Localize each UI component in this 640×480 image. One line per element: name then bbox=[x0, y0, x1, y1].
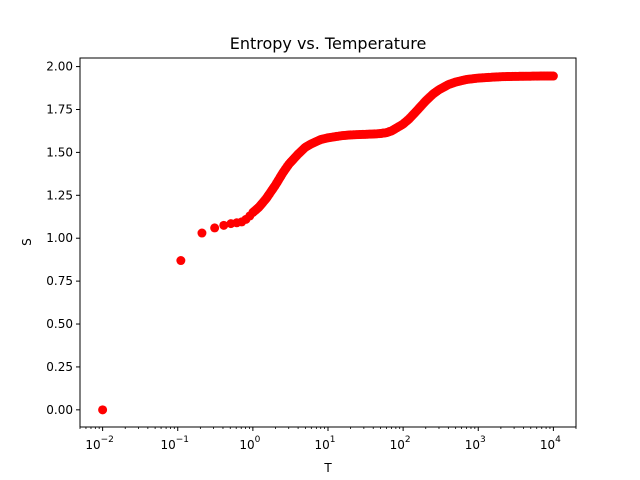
x-tick-label: 101 bbox=[314, 435, 335, 452]
x-tick-label: 103 bbox=[465, 435, 486, 452]
x-tick-label: 102 bbox=[390, 435, 411, 452]
chart-title: Entropy vs. Temperature bbox=[230, 34, 427, 53]
y-tick-label: 1.50 bbox=[46, 145, 73, 159]
data-points bbox=[98, 71, 558, 415]
y-axis-label: S bbox=[20, 238, 34, 246]
y-tick-label: 1.25 bbox=[46, 188, 73, 202]
y-tick-label: 0.50 bbox=[46, 317, 73, 331]
y-tick-label: 2.00 bbox=[46, 60, 73, 74]
data-point bbox=[197, 228, 207, 238]
y-tick-label: 1.75 bbox=[46, 102, 73, 116]
x-tick-label: 100 bbox=[239, 435, 260, 452]
y-tick-label: 0.25 bbox=[46, 360, 73, 374]
y-axis-ticks: 0.00 0.25 0.50 0.75 1.00 1.25 1.50 1.75 2.00 bbox=[46, 60, 80, 417]
x-tick-label: 10−2 bbox=[85, 435, 114, 452]
y-tick-label: 0.00 bbox=[46, 403, 73, 417]
data-point bbox=[98, 405, 108, 415]
x-tick-label: 104 bbox=[540, 435, 561, 452]
y-tick-label: 1.00 bbox=[46, 231, 73, 245]
x-axis-label: T bbox=[323, 461, 332, 475]
x-tick-label: 10−1 bbox=[160, 435, 189, 452]
data-point bbox=[210, 223, 220, 233]
y-tick-label: 0.75 bbox=[46, 274, 73, 288]
x-axis-ticks: 10−2 10−1 100 101 102 103 104 bbox=[79, 427, 577, 452]
data-point bbox=[219, 220, 229, 230]
data-point bbox=[547, 71, 557, 81]
plot-area bbox=[80, 58, 576, 427]
data-point bbox=[176, 256, 186, 266]
